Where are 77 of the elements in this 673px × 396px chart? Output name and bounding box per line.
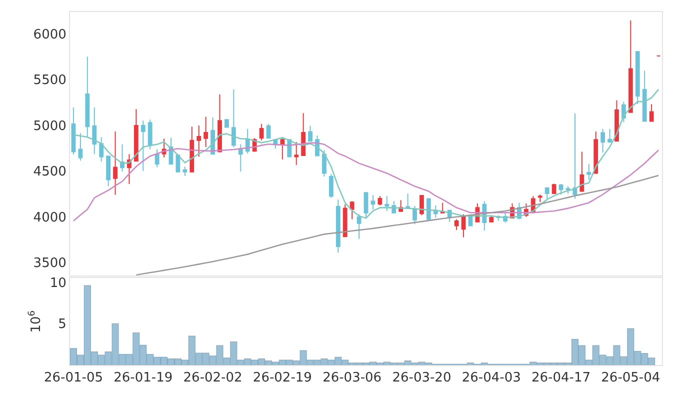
- candlestick: [370, 194, 376, 210]
- candlestick: [406, 193, 410, 208]
- x-tick-label: 26-03-20: [392, 370, 452, 386]
- candlestick: [642, 70, 647, 122]
- candlestick: [148, 119, 152, 150]
- y-tick-label: 5: [58, 317, 66, 332]
- candlestick: [113, 131, 118, 196]
- candlestick: [204, 116, 208, 148]
- candlestick: [572, 112, 578, 200]
- x-tick-label: 26-03-06: [322, 370, 382, 386]
- y-tick-label: 5000: [33, 118, 66, 134]
- line-series: [136, 174, 660, 276]
- y-tick-label: 4000: [33, 210, 66, 226]
- candlestick: [558, 183, 564, 196]
- candlestick: [580, 151, 584, 192]
- candlestick: [218, 94, 222, 152]
- candlestick: [196, 125, 202, 158]
- candlestick: [350, 200, 354, 220]
- candlestick: [356, 214, 362, 240]
- candlestick: [190, 126, 194, 172]
- x-tick-label: 26-01-05: [44, 370, 103, 386]
- candlestick: [635, 51, 640, 105]
- candlestick: [378, 196, 382, 206]
- candlestick: [294, 142, 299, 166]
- x-tick-label: 26-04-03: [462, 370, 521, 386]
- candlestick: [92, 106, 97, 155]
- x-tick-label: 26-02-19: [252, 370, 312, 386]
- candlestick: [544, 187, 550, 200]
- x-tick-label: 26-01-19: [114, 370, 173, 386]
- x-tick-label: 26-04-17: [532, 370, 591, 386]
- candlestick: [649, 104, 654, 122]
- candlestick: [134, 108, 138, 162]
- candlestick: [342, 204, 348, 238]
- y-tick-label: 5500: [33, 73, 66, 88]
- candlestick: [489, 214, 494, 222]
- candlestick: [154, 148, 160, 168]
- candlestick: [426, 198, 431, 222]
- candlestick: [594, 131, 598, 174]
- candlestick: [538, 194, 542, 203]
- candlestick: [364, 192, 368, 218]
- candlestick: [106, 156, 111, 187]
- line-series: [72, 142, 660, 222]
- candlestick: [614, 100, 619, 142]
- candlestick: [336, 198, 340, 254]
- candlestick: [259, 123, 264, 141]
- candlestick: [566, 186, 570, 194]
- candlestick: [224, 119, 229, 128]
- y-tick-label: 4500: [33, 164, 66, 180]
- candlestick: [85, 56, 90, 137]
- x-tick-label: 26-05-04: [601, 370, 660, 386]
- candlestick: [182, 166, 188, 176]
- candlestick: [454, 218, 459, 230]
- candlestick: [231, 88, 236, 148]
- candlestick: [628, 20, 633, 113]
- candlestick: [99, 136, 104, 162]
- candlestick: [308, 125, 312, 142]
- candlestick: [586, 163, 592, 180]
- candlestick: [600, 128, 606, 154]
- candlestick: [140, 120, 146, 172]
- candlestick: [238, 144, 243, 172]
- candlestick: [420, 195, 424, 216]
- candlestick: [608, 128, 612, 143]
- candlestick: [78, 132, 83, 162]
- candlestick: [552, 183, 556, 194]
- candlestick: [266, 123, 271, 140]
- candlestick: [384, 196, 390, 212]
- candlestick: [412, 206, 417, 225]
- y-tick-label: 6000: [33, 27, 66, 42]
- y-tick-label: 10: [50, 276, 66, 291]
- candlestick: [322, 150, 326, 177]
- candlestick: [280, 136, 285, 160]
- candlestick: [461, 214, 466, 238]
- y-tick-label: 3500: [33, 256, 66, 272]
- candlestick: [245, 128, 250, 154]
- x-tick-label: 26-02-02: [183, 370, 242, 386]
- candlestick: [328, 173, 334, 198]
- candlestick: [71, 106, 76, 155]
